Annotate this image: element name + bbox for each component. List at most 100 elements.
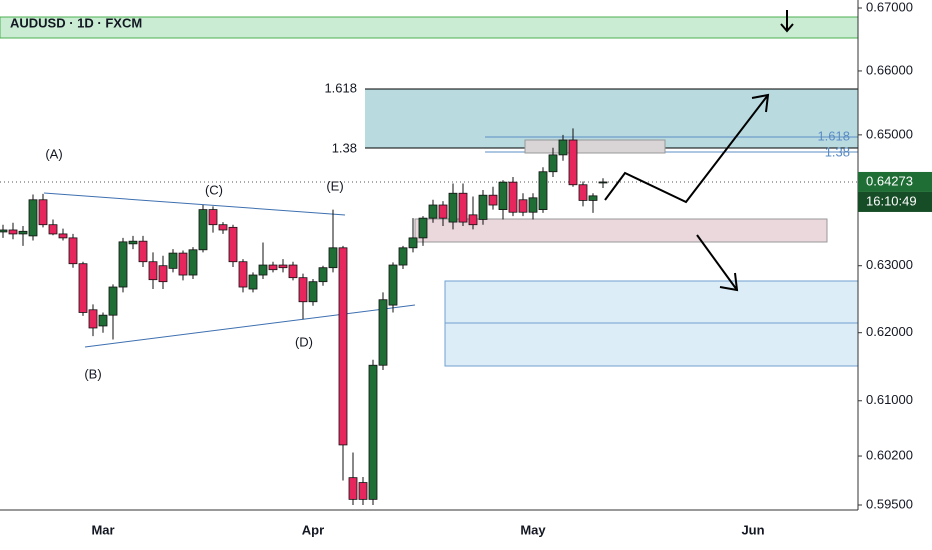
candle-body — [418, 217, 428, 239]
price-box — [858, 171, 932, 192]
candle-body — [338, 247, 348, 446]
candle-body — [298, 277, 308, 303]
zone — [444, 322, 859, 367]
x-tick-label: Jun — [741, 522, 764, 537]
candle-body — [38, 199, 48, 226]
candle-body — [248, 274, 258, 290]
y-tick-label: 0.65000 — [866, 126, 913, 141]
candle-body — [158, 265, 168, 283]
candle-body — [288, 264, 298, 279]
candle-body — [278, 264, 288, 269]
y-tick-label: 0.60200 — [866, 447, 913, 462]
candle-body — [18, 230, 28, 235]
candle-body — [48, 224, 58, 235]
candle-body — [568, 139, 578, 186]
countdown: 16:10:49 — [866, 193, 917, 208]
candle-body — [78, 263, 88, 313]
fib-label: 1.618 — [324, 80, 357, 95]
candle-body — [578, 184, 588, 201]
y-tick-label: 0.62000 — [866, 324, 913, 339]
candle-body — [428, 204, 438, 219]
candle-body — [28, 199, 38, 237]
candle-body — [398, 247, 408, 266]
candle-body — [178, 252, 188, 276]
countdown-box — [858, 191, 932, 212]
candle-body — [58, 233, 68, 239]
fib-label: 1.38 — [332, 140, 357, 155]
candle-body — [268, 264, 278, 271]
candle-body — [528, 197, 538, 213]
candle-body — [358, 482, 368, 500]
candle-body — [438, 204, 448, 219]
candle-body — [98, 314, 108, 327]
trend-line — [43, 192, 346, 216]
wave-label: (C) — [205, 182, 223, 197]
wave-label: (B) — [84, 366, 101, 381]
y-tick-label: 0.63000 — [866, 257, 913, 272]
projection-arrow — [696, 234, 738, 291]
candle-body — [408, 237, 418, 249]
trend-line — [84, 304, 416, 348]
y-tick-label: 0.61000 — [866, 392, 913, 407]
y-tick-label: 0.67000 — [866, 0, 913, 14]
candle-body — [218, 224, 228, 231]
candle-body — [258, 264, 268, 276]
candle-body — [368, 364, 378, 500]
candle-body — [388, 264, 398, 306]
candle-body — [228, 226, 238, 263]
candle-body — [68, 237, 78, 265]
zone — [414, 218, 828, 243]
candle-body — [478, 194, 488, 220]
fib-label: 1.618 — [817, 128, 850, 143]
candle-body — [558, 139, 568, 156]
candle-body — [88, 309, 98, 329]
arrow-head — [719, 272, 739, 292]
candle-body — [168, 252, 178, 269]
candle-body — [148, 261, 158, 281]
candle-body — [308, 281, 318, 303]
candle-body — [598, 181, 608, 184]
candle-body — [118, 241, 128, 288]
candle-body — [538, 171, 548, 210]
wave-label: (D) — [295, 334, 313, 349]
candle-body — [448, 192, 458, 223]
candle-body — [348, 477, 358, 500]
x-tick-label: May — [520, 522, 546, 537]
zone — [365, 89, 858, 148]
projection-arrow — [604, 94, 769, 204]
candle-body — [138, 240, 148, 263]
chart-title: AUDUSD · 1D · FXCM — [10, 15, 142, 30]
wave-label: (E) — [326, 178, 343, 193]
zone — [444, 280, 859, 324]
candle-body — [0, 229, 8, 233]
zone — [524, 139, 666, 154]
candle-body — [328, 247, 338, 269]
arrow-head — [751, 93, 770, 113]
candle-body — [548, 154, 558, 173]
candle-body — [468, 214, 478, 226]
y-tick-label: 0.59500 — [866, 496, 913, 511]
candle-body — [208, 209, 218, 226]
candle-body — [488, 194, 498, 206]
x-tick-label: Mar — [91, 522, 114, 537]
candle-body — [198, 209, 208, 251]
price-label: 0.64273 — [866, 173, 913, 188]
wave-label: (A) — [45, 146, 62, 161]
candle-body — [318, 267, 328, 283]
candle-body — [518, 199, 528, 213]
candle-body — [238, 261, 248, 288]
y-tick-label: 0.66000 — [866, 62, 913, 77]
candle-body — [128, 240, 138, 245]
fib-label: 1.38 — [825, 144, 850, 159]
candle-body — [188, 249, 198, 276]
candle-body — [108, 286, 118, 316]
x-tick-label: Apr — [302, 522, 324, 537]
arrow-head — [780, 23, 794, 33]
candle-body — [458, 192, 468, 223]
candle-body — [588, 195, 598, 201]
candle-body — [498, 181, 508, 210]
candle-body — [508, 181, 518, 213]
candle-body — [8, 229, 18, 235]
